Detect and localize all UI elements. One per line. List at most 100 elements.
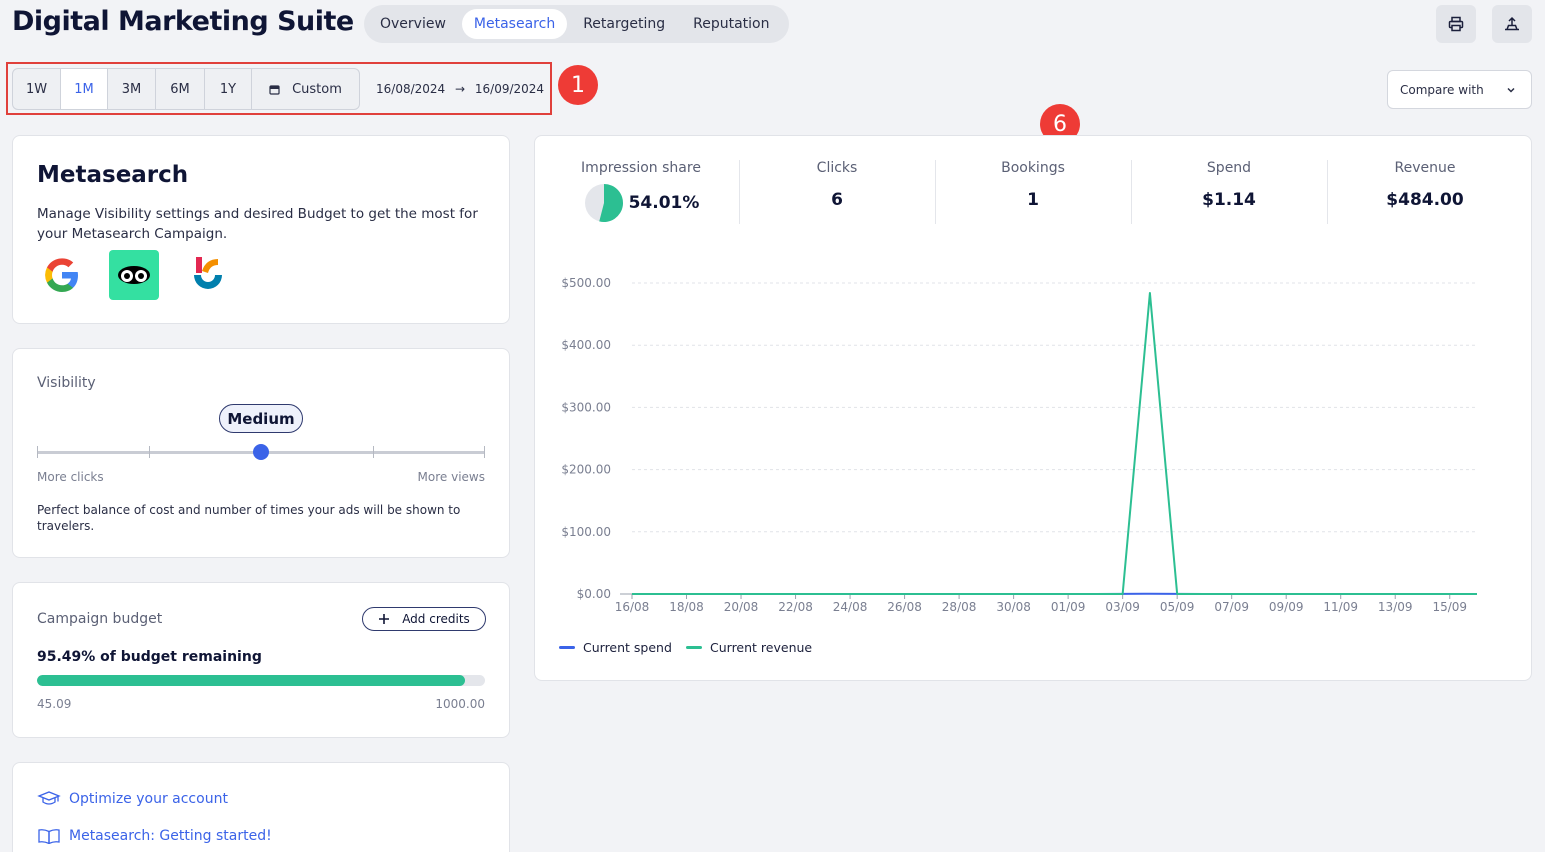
kpi-value: 6: [831, 190, 843, 210]
kpi-divider: [739, 160, 740, 224]
legend-item-spend[interactable]: Current spend: [559, 640, 672, 655]
date-arrow: →: [455, 82, 466, 96]
visibility-level-badge: Medium: [219, 404, 303, 433]
budget-label: Campaign budget: [37, 611, 163, 627]
x-tick-label: 16/08: [615, 600, 650, 614]
trivago-logo: [183, 250, 233, 300]
export-button[interactable]: [1492, 5, 1532, 43]
app-title: Digital Marketing Suite: [12, 6, 354, 37]
slider-tick: [484, 446, 485, 458]
y-tick-label: $500.00: [561, 276, 611, 290]
range-1m-button[interactable]: 1M: [61, 69, 108, 109]
range-custom-button[interactable]: Custom: [252, 69, 359, 109]
compare-label: Compare with: [1400, 82, 1484, 97]
plus-icon: [379, 614, 390, 624]
date-start: 16/08/2024: [376, 82, 446, 96]
tab-metasearch[interactable]: Metasearch: [461, 9, 568, 39]
x-tick-label: 18/08: [669, 600, 704, 614]
x-tick-label: 28/08: [942, 600, 977, 614]
date-range-highlight: [6, 62, 552, 115]
slider-tick: [37, 446, 38, 458]
slider-left-label: More clicks: [37, 470, 104, 484]
chevron-down-icon: [1507, 87, 1515, 93]
card-title: Metasearch: [37, 162, 189, 188]
pie-slice: [598, 184, 623, 222]
budget-progress-bar: [37, 675, 485, 686]
custom-label: Custom: [292, 81, 342, 97]
x-tick-label: 01/09: [1051, 600, 1086, 614]
print-button[interactable]: [1436, 5, 1476, 43]
kpi-label: Clicks: [816, 160, 858, 176]
y-tick-label: $300.00: [561, 400, 611, 414]
range-selector: 1W 1M 3M 6M 1Y Custom: [12, 68, 360, 110]
kpi-divider: [935, 160, 936, 224]
legend-swatch: [686, 646, 702, 649]
visibility-slider-thumb[interactable]: [253, 444, 269, 460]
performance-card: Impression share 54.01% Clicks 6 Booking…: [534, 135, 1532, 681]
book-icon: [38, 829, 60, 844]
tab-reputation[interactable]: Reputation: [693, 16, 770, 32]
card-description: Manage Visibility settings and desired B…: [37, 206, 478, 242]
impression-share-pie: [584, 184, 623, 222]
optimize-account-link[interactable]: Optimize your account: [37, 791, 228, 807]
kpi-impression-share: Impression share 54.01%: [543, 160, 739, 224]
kpi-value: $484.00: [1386, 190, 1464, 210]
kpi-label: Revenue: [1394, 160, 1456, 176]
kpi-label: Bookings: [1001, 160, 1065, 176]
legend-swatch: [559, 646, 575, 649]
y-tick-label: $0.00: [577, 587, 611, 601]
x-tick-label: 30/08: [996, 600, 1031, 614]
metasearch-card: Metasearch Manage Visibility settings an…: [12, 135, 510, 324]
kpi-value: $1.14: [1202, 190, 1256, 210]
budget-min: 45.09: [37, 697, 72, 711]
google-logo: [37, 250, 87, 300]
x-tick-label: 07/09: [1214, 600, 1249, 614]
annotation-badge: 1: [558, 65, 598, 105]
y-tick-label: $200.00: [561, 463, 611, 477]
kpi-clicks: Clicks 6: [739, 160, 935, 210]
kpi-divider: [1131, 160, 1132, 224]
slider-right-label: More views: [417, 470, 485, 484]
cloud-upload-icon: [1505, 16, 1519, 31]
legend-label: Current spend: [583, 640, 672, 655]
add-credits-label: Add credits: [402, 612, 470, 626]
graduation-cap-icon: [37, 791, 61, 805]
help-links-card: Optimize your account Metasearch: Gettin…: [12, 762, 510, 852]
x-tick-label: 11/09: [1323, 600, 1358, 614]
main-tabs: Overview Metasearch Retargeting Reputati…: [364, 5, 790, 43]
slider-tick: [373, 446, 374, 458]
add-credits-button[interactable]: Add credits: [362, 607, 486, 631]
x-tick-label: 15/09: [1432, 600, 1467, 614]
x-tick-label: 13/09: [1378, 600, 1413, 614]
x-tick-label: 24/08: [833, 600, 868, 614]
kpi-bookings: Bookings 1: [935, 160, 1131, 210]
series-line-revenue: [632, 291, 1477, 595]
legend-label: Current revenue: [710, 640, 813, 655]
tab-overview[interactable]: Overview: [380, 16, 446, 32]
printer-icon: [1448, 16, 1464, 32]
link-label: Metasearch: Getting started!: [69, 828, 272, 844]
range-1w-button[interactable]: 1W: [13, 69, 61, 109]
y-tick-label: $400.00: [561, 338, 611, 352]
getting-started-link[interactable]: Metasearch: Getting started!: [37, 828, 272, 844]
budget-progress-fill: [37, 675, 465, 686]
link-label: Optimize your account: [69, 791, 228, 807]
legend-item-revenue[interactable]: Current revenue: [686, 640, 812, 655]
kpi-revenue: Revenue $484.00: [1327, 160, 1523, 210]
x-tick-label: 09/09: [1269, 600, 1304, 614]
range-6m-button[interactable]: 6M: [156, 69, 205, 109]
tab-retargeting[interactable]: Retargeting: [583, 16, 666, 32]
x-tick-label: 22/08: [778, 600, 813, 614]
x-tick-label: 05/09: [1160, 600, 1195, 614]
tripadvisor-logo: [109, 250, 159, 300]
budget-max: 1000.00: [435, 697, 485, 711]
date-range-display[interactable]: 16/08/2024 → 16/09/2024: [376, 82, 544, 96]
compare-with-dropdown[interactable]: Compare with: [1387, 70, 1532, 109]
range-1y-button[interactable]: 1Y: [205, 69, 252, 109]
y-tick-label: $100.00: [561, 525, 611, 539]
slider-tick: [149, 446, 150, 458]
calendar-icon: [269, 84, 280, 95]
kpi-divider: [1327, 160, 1328, 224]
kpi-label: Impression share: [581, 160, 701, 176]
range-3m-button[interactable]: 3M: [108, 69, 156, 109]
